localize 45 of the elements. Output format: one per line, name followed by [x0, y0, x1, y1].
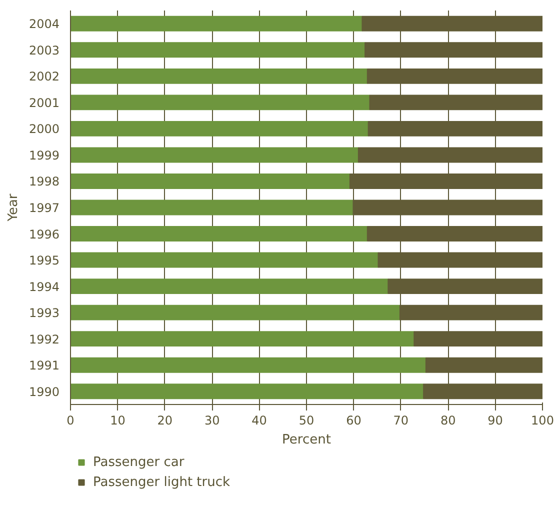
bar	[70, 42, 366, 58]
legend-label: Passenger car	[93, 454, 184, 470]
bar	[70, 226, 368, 242]
bar	[70, 278, 389, 294]
bar	[70, 200, 354, 216]
x-tick-label: 0	[66, 414, 74, 428]
legend-label: Passenger light truck	[93, 474, 230, 490]
bar	[70, 384, 424, 400]
bar	[70, 174, 350, 189]
y-tick-label: 1993	[28, 306, 60, 320]
x-tick-label: 40	[252, 414, 267, 428]
y-tick-label: 1995	[28, 254, 60, 268]
y-axis-title: Year	[6, 193, 21, 222]
x-tick-label: 10	[110, 414, 126, 428]
bar	[70, 357, 426, 373]
x-tick-label: 20	[157, 414, 173, 428]
bar	[70, 304, 400, 320]
x-tick-label: 100	[531, 414, 554, 428]
y-tick-label: 1997	[28, 201, 60, 215]
y-tick-label: 1994	[28, 280, 60, 294]
y-tick-label: 2001	[28, 96, 60, 110]
x-tick-label: 80	[440, 414, 456, 428]
bar	[70, 252, 379, 268]
y-tick-label: 2000	[28, 122, 60, 136]
bar	[70, 16, 363, 32]
bar	[70, 68, 368, 84]
x-tick-label: 60	[346, 414, 362, 428]
x-axis-title: Percent	[282, 432, 331, 448]
y-tick-label: 2003	[28, 43, 60, 58]
x-tick-label: 70	[393, 414, 409, 428]
y-tick-label: 1990	[28, 384, 60, 399]
y-tick-label: 1992	[28, 332, 60, 346]
x-tick-label: 50	[298, 414, 314, 428]
bar	[70, 331, 415, 347]
y-tick-label: 1998	[28, 174, 60, 189]
y-tick-label: 2004	[28, 17, 60, 32]
y-tick-label: 1996	[28, 227, 60, 242]
y-tick-label: 2002	[28, 70, 60, 84]
x-tick-label: 90	[488, 414, 503, 428]
x-tick-label: 30	[204, 414, 220, 428]
bar	[70, 94, 370, 110]
y-tick-label: 1991	[28, 358, 60, 373]
bar	[70, 120, 369, 136]
bar	[70, 147, 359, 163]
y-tick-label: 1999	[28, 148, 60, 162]
